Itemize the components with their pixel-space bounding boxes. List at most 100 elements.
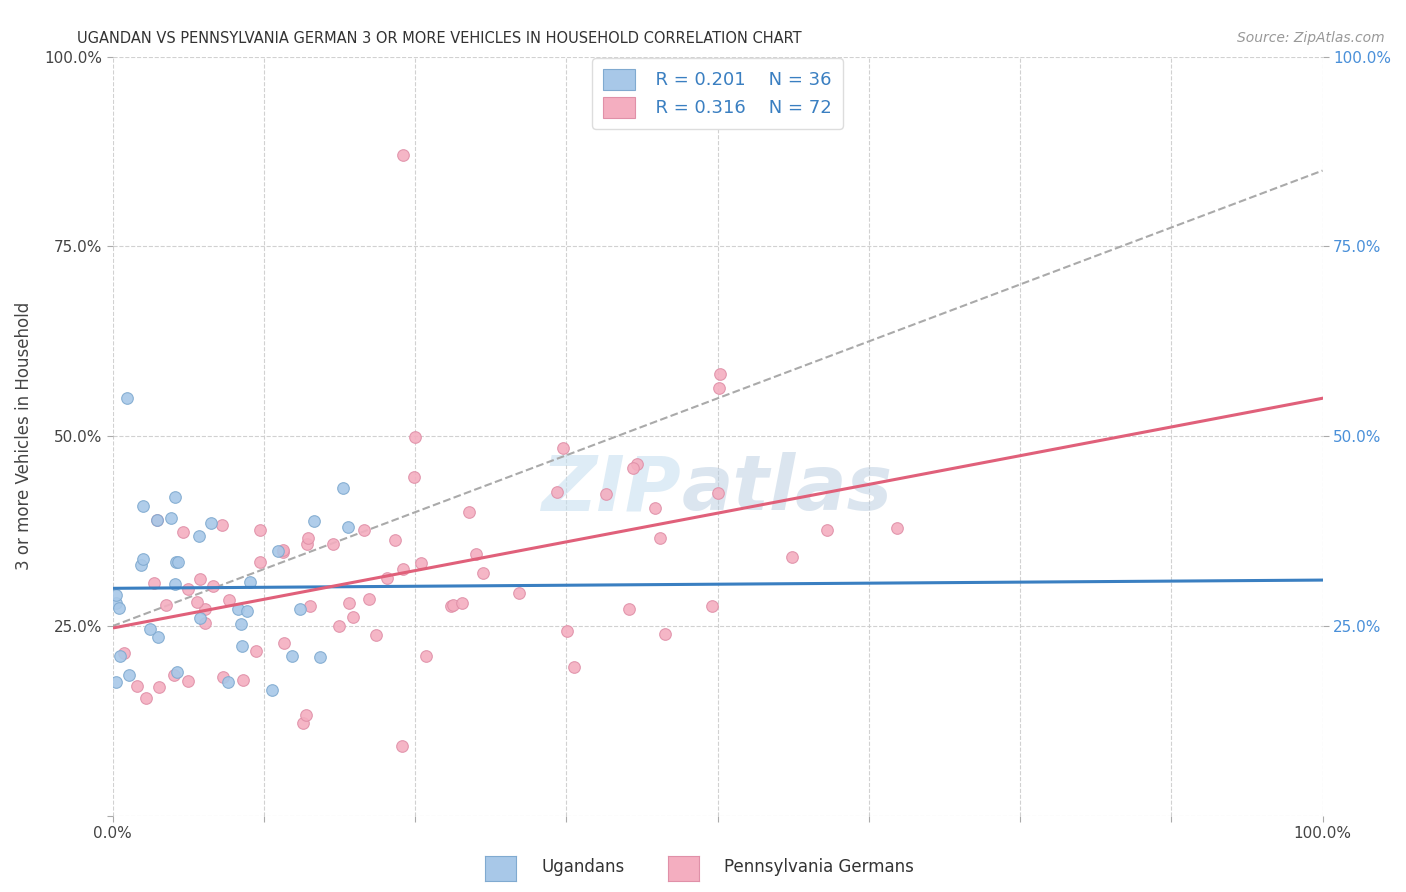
Point <box>562 660 585 674</box>
Point <box>458 505 481 519</box>
Point <box>105 674 128 689</box>
Point <box>177 582 200 596</box>
Point <box>271 543 294 558</box>
Point <box>404 429 426 443</box>
Point <box>148 680 170 694</box>
Point <box>328 619 350 633</box>
Point <box>211 517 233 532</box>
Point <box>337 595 360 609</box>
Point <box>218 592 240 607</box>
Point <box>245 644 267 658</box>
Point <box>332 481 354 495</box>
Point <box>194 616 217 631</box>
Point <box>188 529 211 543</box>
Point <box>595 487 617 501</box>
Point <box>450 596 472 610</box>
Point <box>108 601 131 615</box>
Point <box>707 381 730 395</box>
Point <box>231 640 253 654</box>
Point <box>260 683 283 698</box>
Point <box>700 599 723 614</box>
Point <box>239 574 262 589</box>
Text: ZIP: ZIP <box>541 452 682 526</box>
Point <box>142 576 165 591</box>
Point <box>299 599 322 613</box>
Point <box>644 500 666 515</box>
Point <box>392 148 415 162</box>
Point <box>322 537 344 551</box>
Point <box>172 525 194 540</box>
Point <box>139 622 162 636</box>
Point <box>155 598 177 612</box>
Point <box>115 392 138 406</box>
Point <box>815 523 838 537</box>
Point <box>229 617 252 632</box>
Point <box>409 556 432 570</box>
Text: Ugandans: Ugandans <box>541 858 624 876</box>
Point <box>391 739 413 753</box>
Point <box>309 649 332 664</box>
Point <box>780 550 803 565</box>
Point <box>375 571 398 585</box>
Point <box>163 491 186 505</box>
Point <box>125 679 148 693</box>
Point <box>267 543 290 558</box>
Point <box>132 552 155 566</box>
Point <box>118 668 141 682</box>
Point <box>200 516 222 531</box>
Point <box>292 715 315 730</box>
Text: UGANDAN VS PENNSYLVANIA GERMAN 3 OR MORE VEHICLES IN HOUSEHOLD CORRELATION CHART: UGANDAN VS PENNSYLVANIA GERMAN 3 OR MORE… <box>77 31 801 46</box>
Point <box>166 665 188 680</box>
Point <box>342 610 364 624</box>
Point <box>163 667 186 681</box>
Point <box>226 601 249 615</box>
Point <box>650 531 672 545</box>
Point <box>211 670 233 684</box>
Point <box>288 601 311 615</box>
Point <box>146 513 169 527</box>
Point <box>546 484 568 499</box>
Point <box>302 514 325 528</box>
Point <box>188 610 211 624</box>
Point <box>165 555 187 569</box>
Point <box>146 513 169 527</box>
Point <box>508 586 530 600</box>
Point <box>295 537 318 551</box>
Point <box>135 690 157 705</box>
Point <box>439 599 461 614</box>
Point <box>104 596 127 610</box>
Point <box>555 624 578 639</box>
Point <box>415 648 437 663</box>
Point <box>464 547 486 561</box>
Point <box>353 523 375 537</box>
Point <box>886 521 908 535</box>
Point <box>194 602 217 616</box>
Point <box>188 572 211 586</box>
Text: Pennsylvania Germans: Pennsylvania Germans <box>724 858 914 876</box>
Point <box>177 673 200 688</box>
Point <box>202 579 225 593</box>
Point <box>357 591 380 606</box>
Point <box>249 523 271 537</box>
Legend:   R = 0.201    N = 36,   R = 0.316    N = 72: R = 0.201 N = 36, R = 0.316 N = 72 <box>592 58 844 128</box>
Y-axis label: 3 or more Vehicles in Household: 3 or more Vehicles in Household <box>15 302 32 570</box>
Point <box>621 461 644 475</box>
Point <box>402 470 425 484</box>
Point <box>273 636 295 650</box>
Point <box>159 511 181 525</box>
Point <box>112 647 135 661</box>
Point <box>217 675 239 690</box>
Point <box>364 628 387 642</box>
Point <box>146 630 169 644</box>
Point <box>295 708 318 723</box>
Point <box>551 441 574 455</box>
Point <box>165 576 187 591</box>
Point <box>105 588 128 602</box>
Point <box>132 499 155 513</box>
Point <box>707 486 730 500</box>
Text: atlas: atlas <box>682 452 893 526</box>
Point <box>709 368 731 382</box>
Text: Source: ZipAtlas.com: Source: ZipAtlas.com <box>1237 31 1385 45</box>
Point <box>236 604 259 618</box>
Point <box>186 595 208 609</box>
